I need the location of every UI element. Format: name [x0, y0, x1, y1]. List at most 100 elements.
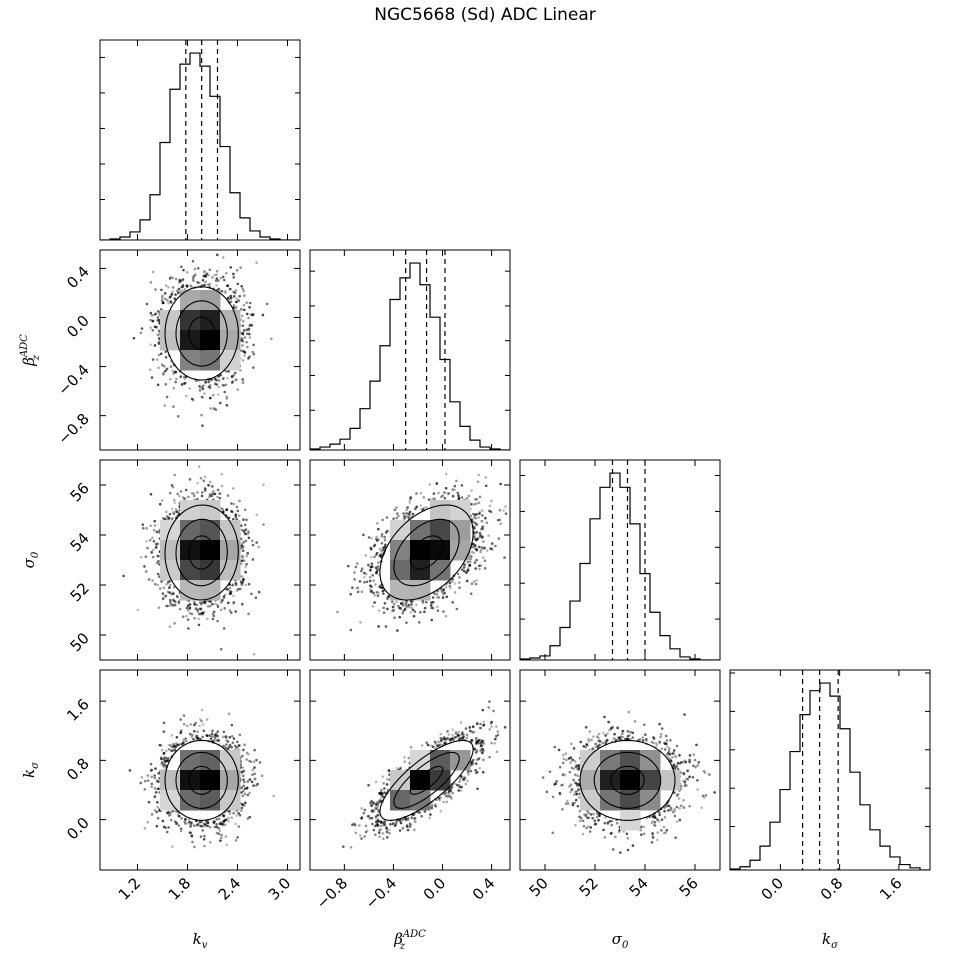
scatter-point [246, 345, 249, 349]
scatter-point [229, 287, 232, 291]
scatter-point [227, 819, 230, 823]
scatter-point [175, 735, 179, 739]
scatter-point [186, 618, 190, 621]
scatter-point [230, 374, 234, 378]
scatter-point [651, 741, 655, 745]
scatter-point [210, 732, 214, 736]
scatter-point [383, 820, 387, 823]
scatter-point [168, 277, 172, 280]
scatter-point [382, 837, 385, 840]
scatter-point [236, 282, 240, 286]
scatter-point [148, 368, 152, 371]
scatter-point [489, 722, 493, 725]
scatter-point [151, 555, 155, 559]
scatter-point [225, 370, 229, 373]
scatter-point [380, 794, 384, 798]
scatter-point [410, 603, 413, 606]
scatter-point [203, 844, 206, 848]
scatter-point [666, 745, 669, 748]
scatter-point [250, 324, 254, 327]
scatter-point [213, 492, 217, 496]
scatter-point [151, 536, 154, 540]
panel-frame-2-0 [99, 459, 301, 661]
scatter-point [241, 754, 244, 758]
density-cell [450, 500, 471, 521]
scatter-point [433, 592, 437, 595]
scatter-point [208, 604, 212, 608]
scatter-point [488, 700, 491, 703]
scatter-point [474, 771, 478, 775]
scatter-point [179, 827, 183, 830]
scatter-point [371, 605, 375, 608]
scatter-point [202, 837, 206, 841]
scatter-point [487, 534, 490, 537]
scatter-point [203, 487, 207, 490]
scatter-point [171, 276, 175, 280]
density-cell [200, 560, 221, 581]
panel-frame-2-1 [309, 459, 511, 661]
scatter-point [242, 784, 246, 788]
density-cell [160, 310, 181, 331]
scatter-point [439, 732, 443, 736]
scatter-point [377, 561, 380, 564]
scatter-point [441, 596, 445, 599]
scatter-point [241, 549, 245, 552]
scatter-point [375, 551, 379, 555]
scatter-point [672, 749, 676, 752]
contour-2 [188, 316, 216, 351]
scatter-point [380, 541, 384, 545]
yaxis-label-2: σ0 [20, 551, 41, 568]
scatter-point [171, 286, 175, 289]
scatter-point [481, 751, 484, 755]
scatter-point [192, 600, 196, 604]
scatter-point [568, 770, 572, 774]
scatter-point [232, 276, 236, 279]
scatter-point [693, 758, 697, 762]
scatter-point [216, 495, 219, 499]
scatter-point [188, 387, 192, 390]
scatter-point [455, 479, 458, 483]
scatter-point [219, 822, 223, 826]
scatter-point [170, 483, 174, 487]
scatter-point [679, 771, 683, 774]
scatter-point [464, 727, 468, 730]
scatter-point [226, 601, 230, 605]
scatter-point [258, 761, 262, 764]
scatter-point [374, 824, 377, 828]
scatter-point [149, 524, 152, 528]
contour-1 [175, 751, 228, 809]
scatter-point [574, 765, 578, 769]
scatter-point [382, 592, 385, 596]
scatter-point [247, 536, 251, 540]
scatter-point [408, 825, 412, 828]
scatter-point [234, 515, 238, 519]
scatter-point [651, 815, 654, 818]
scatter-point [562, 753, 565, 757]
scatter-point [472, 758, 475, 762]
scatter-point [566, 802, 570, 805]
scatter-point [242, 289, 246, 293]
scatter-point [228, 586, 232, 590]
scatter-point [569, 761, 573, 764]
scatter-point [664, 804, 668, 808]
scatter-point [456, 733, 460, 737]
scatter-point [474, 547, 477, 551]
scatter-point [228, 735, 232, 739]
scatter-point [198, 724, 201, 728]
scatter-point [673, 791, 676, 794]
scatter-point [570, 788, 574, 792]
scatter-point [172, 405, 175, 408]
scatter-point [164, 757, 167, 760]
scatter-point [227, 816, 230, 820]
scatter-point [182, 722, 186, 726]
scatter-point [239, 266, 242, 269]
scatter-point [588, 730, 592, 733]
scatter-point [190, 491, 194, 495]
scatter-point [488, 728, 492, 731]
scatter-point [570, 766, 574, 770]
panel-3-2 [519, 669, 721, 871]
scatter-point [627, 710, 631, 714]
scatter-point [441, 494, 445, 498]
density-cell [200, 540, 221, 561]
scatter-point [397, 514, 400, 518]
